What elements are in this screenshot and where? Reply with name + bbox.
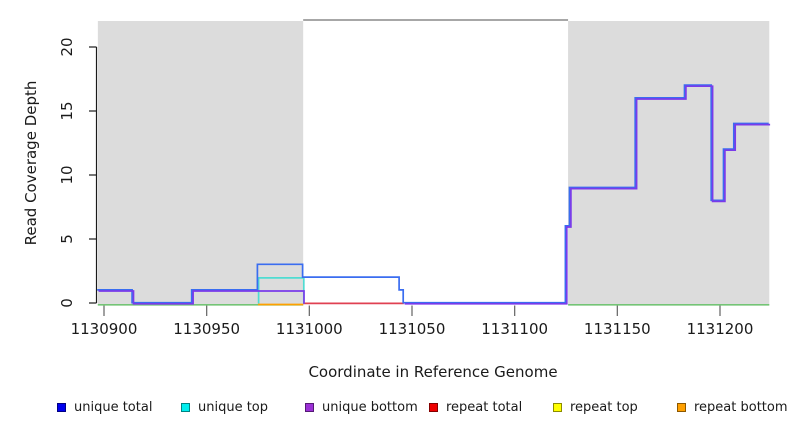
legend-swatch-icon — [181, 402, 190, 412]
legend-label: unique top — [198, 399, 269, 415]
highlight-region — [97, 21, 304, 305]
legend-item-unique-top: unique top — [181, 396, 268, 418]
legend-swatch-icon — [677, 402, 686, 412]
legend-item-repeat-total: repeat total — [429, 396, 522, 418]
legend-label: repeat bottom — [694, 399, 788, 415]
x-tick-label: 1131000 — [275, 320, 343, 338]
legend-item-repeat-top: repeat top — [553, 396, 638, 418]
x-tick-label: 1131100 — [481, 320, 549, 338]
y-axis-title: Read Coverage Depth — [22, 80, 40, 246]
y-tick-label: 0 — [58, 298, 76, 308]
legend-label: unique bottom — [322, 399, 418, 415]
legend-item-unique-bottom: unique bottom — [305, 396, 418, 418]
legend-label: repeat total — [446, 399, 523, 415]
y-tick-label: 5 — [58, 234, 76, 244]
series-unique-total-line — [97, 84, 769, 304]
series-unique-bottom-line — [404, 85, 771, 305]
legend-swatch-icon — [57, 402, 66, 412]
x-tick-label: 1130900 — [70, 320, 138, 338]
x-axis-title: Coordinate in Reference Genome — [308, 363, 558, 381]
legend-swatch-icon — [553, 402, 562, 412]
legend-swatch-icon — [305, 402, 314, 412]
x-tick-label: 1131050 — [378, 320, 446, 338]
y-tick-label: 10 — [58, 165, 76, 185]
legend-item-repeat-bottom: repeat bottom — [677, 396, 788, 418]
legend-item-unique-total: unique total — [57, 396, 152, 418]
legend: unique total unique top unique bottom repea… — [0, 396, 792, 418]
x-tick-label: 1131200 — [686, 320, 754, 338]
legend-label: repeat top — [570, 399, 638, 415]
y-tick-label: 20 — [58, 37, 76, 57]
highlight-region — [568, 21, 770, 305]
legend-swatch-icon — [429, 402, 438, 412]
series-unique-bottom-line — [98, 290, 305, 305]
x-tick-label: 1131150 — [583, 320, 651, 338]
legend-label: unique total — [74, 399, 153, 415]
y-tick-label: 15 — [58, 101, 76, 121]
x-tick-label: 1130950 — [173, 320, 241, 338]
